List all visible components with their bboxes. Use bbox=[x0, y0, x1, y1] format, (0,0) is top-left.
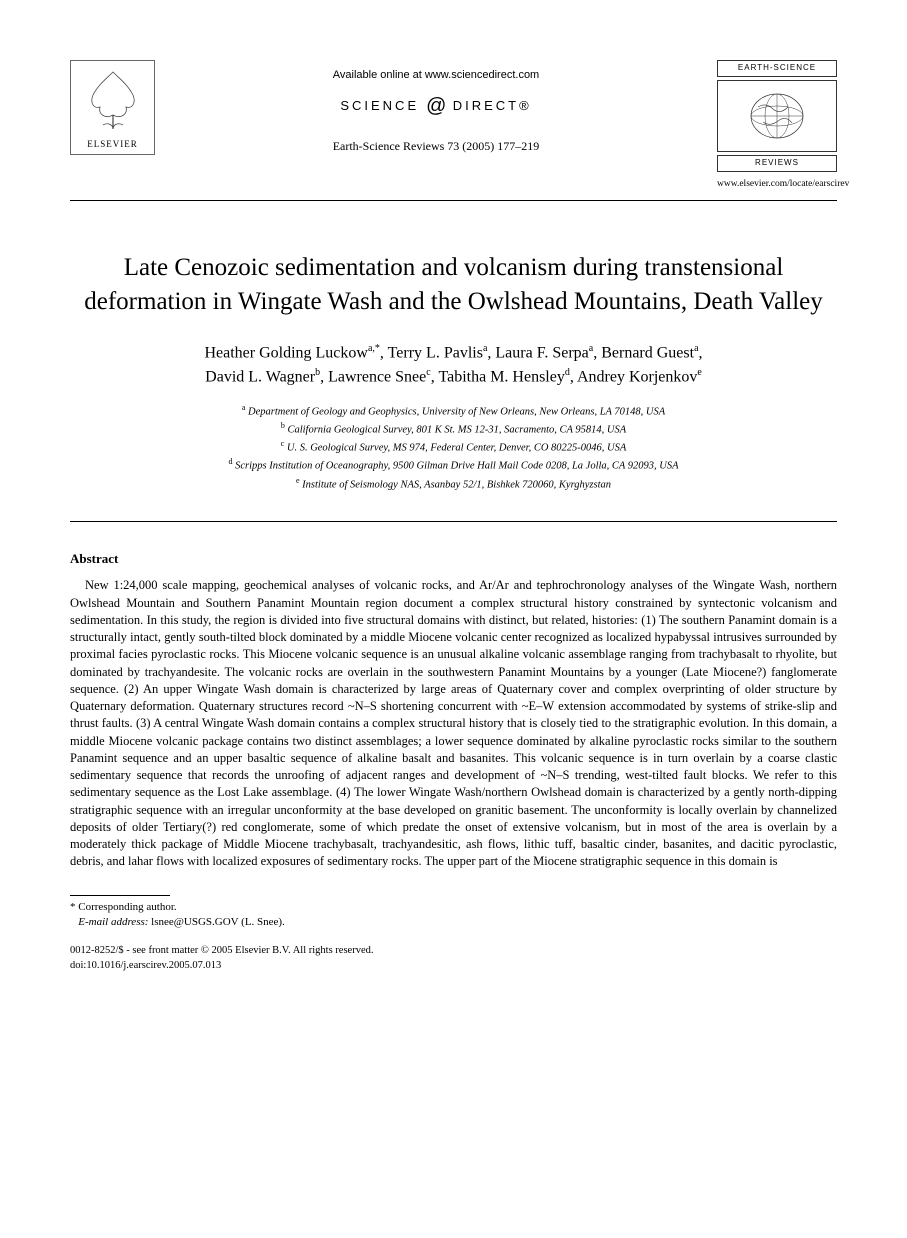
header-row: ELSEVIER Available online at www.science… bbox=[70, 60, 837, 190]
affiliation-c-text: U. S. Geological Survey, MS 974, Federal… bbox=[287, 443, 626, 454]
author-6: Lawrence Snee bbox=[328, 369, 426, 386]
header-center: Available online at www.sciencedirect.co… bbox=[155, 60, 717, 154]
affiliations-block: a Department of Geology and Geophysics, … bbox=[70, 402, 837, 493]
email-value: lsnee@USGS.GOV (L. Snee). bbox=[151, 916, 285, 928]
author-8: Andrey Korjenkov bbox=[577, 369, 697, 386]
science-label-right: DIRECT® bbox=[453, 98, 532, 113]
author-1: Heather Golding Luckow bbox=[204, 344, 368, 361]
doi-line: doi:10.1016/j.earscirev.2005.07.013 bbox=[70, 959, 837, 974]
affiliation-e-text: Institute of Seismology NAS, Asanbay 52/… bbox=[302, 479, 611, 490]
affiliation-b-text: California Geological Survey, 801 K St. … bbox=[287, 424, 626, 435]
affiliation-e: e Institute of Seismology NAS, Asanbay 5… bbox=[70, 475, 837, 493]
email-label: E-mail address: bbox=[78, 916, 148, 928]
elsevier-label: ELSEVIER bbox=[87, 138, 138, 150]
affiliation-d: d Scripps Institution of Oceanography, 9… bbox=[70, 456, 837, 474]
affiliation-c: c U. S. Geological Survey, MS 974, Feder… bbox=[70, 438, 837, 456]
author-4: Bernard Guest bbox=[601, 344, 694, 361]
copyright-line: 0012-8252/$ - see front matter © 2005 El… bbox=[70, 944, 837, 959]
journal-globe-box bbox=[717, 80, 837, 152]
globe-icon bbox=[748, 87, 806, 145]
aff-sup: e bbox=[697, 367, 701, 378]
footnotes: * Corresponding author. E-mail address: … bbox=[70, 900, 837, 931]
authors-block: Heather Golding Luckowa,*, Terry L. Pavl… bbox=[70, 341, 837, 390]
author-5: David L. Wagner bbox=[205, 369, 315, 386]
sep: , bbox=[699, 344, 703, 361]
sep: , bbox=[380, 344, 388, 361]
sep: , bbox=[320, 369, 328, 386]
affiliation-b: b California Geological Survey, 801 K St… bbox=[70, 420, 837, 438]
abstract-heading: Abstract bbox=[70, 550, 837, 568]
corresponding-author-note: * Corresponding author. bbox=[70, 900, 837, 915]
science-direct-at-icon: @ bbox=[426, 95, 446, 117]
affiliation-a-text: Department of Geology and Geophysics, Un… bbox=[248, 406, 665, 417]
author-3: Laura F. Serpa bbox=[495, 344, 588, 361]
available-online-text: Available online at www.sciencedirect.co… bbox=[155, 68, 717, 83]
science-label-left: SCIENCE bbox=[340, 98, 419, 113]
science-direct-brand: SCIENCE @ DIRECT® bbox=[155, 93, 717, 120]
sep: , bbox=[570, 369, 577, 386]
elsevier-logo: ELSEVIER bbox=[70, 60, 155, 155]
footnote-rule bbox=[70, 895, 170, 896]
journal-url: www.elsevier.com/locate/earscirev bbox=[717, 178, 837, 191]
journal-box: EARTH-SCIENCE REVIEWS www.elsevier.com/l… bbox=[717, 60, 837, 190]
affiliation-d-text: Scripps Institution of Oceanography, 950… bbox=[235, 461, 678, 472]
journal-brand-top: EARTH-SCIENCE bbox=[717, 60, 837, 77]
email-line: E-mail address: lsnee@USGS.GOV (L. Snee)… bbox=[70, 915, 837, 930]
abstract-body: New 1:24,000 scale mapping, geochemical … bbox=[70, 577, 837, 870]
journal-reference: Earth-Science Reviews 73 (2005) 177–219 bbox=[155, 138, 717, 154]
article-title: Late Cenozoic sedimentation and volcanis… bbox=[70, 251, 837, 319]
author-2: Terry L. Pavlis bbox=[388, 344, 483, 361]
bottom-meta: 0012-8252/$ - see front matter © 2005 El… bbox=[70, 944, 837, 973]
journal-brand-bottom: REVIEWS bbox=[717, 155, 837, 172]
author-7: Tabitha M. Hensley bbox=[438, 369, 564, 386]
affiliation-a: a Department of Geology and Geophysics, … bbox=[70, 402, 837, 420]
elsevier-tree-icon bbox=[78, 67, 148, 132]
aff-sup: a,* bbox=[368, 343, 380, 354]
rule-mid bbox=[70, 521, 837, 522]
rule-top bbox=[70, 200, 837, 201]
